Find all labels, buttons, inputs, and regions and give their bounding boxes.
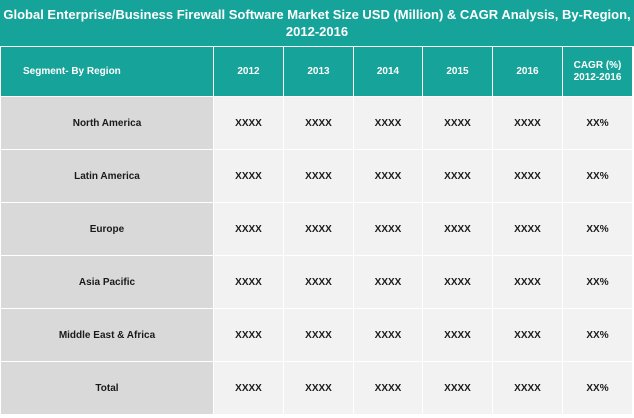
value-cell: XXXX — [283, 308, 354, 362]
value-cell: XXXX — [213, 202, 284, 256]
segment-header: Segment- By Region — [0, 46, 214, 97]
figure-title: Global Enterprise/Business Firewall Soft… — [0, 0, 634, 46]
value-cell: XXXX — [492, 361, 563, 415]
region-cell: Latin America — [0, 149, 214, 203]
table-row: Middle East & Africa XXXX XXXX XXXX XXXX XXXX… — [0, 308, 633, 362]
value-cell: XXXX — [353, 361, 423, 415]
table-row: Total XXXX XXXX XXXX XXXX XXXX XX% — [0, 361, 633, 415]
value-cell: XXXX — [213, 308, 284, 362]
table-row: Asia Pacific XXXX XXXX XXXX XXXX XXXX XX% — [0, 255, 633, 309]
value-cell: XXXX — [283, 202, 354, 256]
value-cell: XXXX — [283, 149, 354, 203]
table-row: Latin America XXXX XXXX XXXX XXXX XXXX XX% — [0, 149, 633, 203]
value-cell: XXXX — [283, 361, 354, 415]
value-cell: XXXX — [422, 361, 493, 415]
cagr-header: CAGR (%) 2012-2016 — [562, 46, 633, 97]
value-cell: XXXX — [213, 255, 284, 309]
year-header: 2012 — [213, 46, 284, 97]
cagr-cell: XX% — [562, 96, 633, 150]
value-cell: XXXX — [353, 308, 423, 362]
value-cell: XXXX — [422, 308, 493, 362]
year-header: 2014 — [353, 46, 423, 97]
cagr-header-label: CAGR (%) — [573, 59, 622, 71]
cagr-cell: XX% — [562, 255, 633, 309]
region-cell: Total — [0, 361, 214, 415]
value-cell: XXXX — [422, 202, 493, 256]
value-cell: XXXX — [213, 361, 284, 415]
value-cell: XXXX — [492, 149, 563, 203]
cagr-cell: XX% — [562, 308, 633, 362]
year-header: 2013 — [283, 46, 354, 97]
table-row: Europe XXXX XXXX XXXX XXXX XXXX XX% — [0, 202, 633, 256]
value-cell: XXXX — [283, 255, 354, 309]
region-cell: Asia Pacific — [0, 255, 214, 309]
region-cell: Middle East & Africa — [0, 308, 214, 362]
value-cell: XXXX — [213, 149, 284, 203]
market-size-table: Segment- By Region 2012 2013 2014 2015 2… — [0, 46, 633, 415]
value-cell: XXXX — [492, 96, 563, 150]
cagr-cell: XX% — [562, 202, 633, 256]
cagr-header-period: 2012-2016 — [573, 71, 622, 83]
value-cell: XXXX — [353, 202, 423, 256]
value-cell: XXXX — [492, 255, 563, 309]
year-header: 2015 — [422, 46, 493, 97]
region-cell: North America — [0, 96, 214, 150]
value-cell: XXXX — [492, 308, 563, 362]
region-cell: Europe — [0, 202, 214, 256]
table-header-row: Segment- By Region 2012 2013 2014 2015 2… — [0, 46, 633, 97]
cagr-cell: XX% — [562, 361, 633, 415]
year-header: 2016 — [492, 46, 563, 97]
value-cell: XXXX — [422, 149, 493, 203]
value-cell: XXXX — [213, 96, 284, 150]
value-cell: XXXX — [283, 96, 354, 150]
value-cell: XXXX — [492, 202, 563, 256]
value-cell: XXXX — [353, 149, 423, 203]
value-cell: XXXX — [353, 255, 423, 309]
value-cell: XXXX — [353, 96, 423, 150]
value-cell: XXXX — [422, 255, 493, 309]
table-row: North America XXXX XXXX XXXX XXXX XXXX XX% — [0, 96, 633, 150]
cagr-cell: XX% — [562, 149, 633, 203]
value-cell: XXXX — [422, 96, 493, 150]
